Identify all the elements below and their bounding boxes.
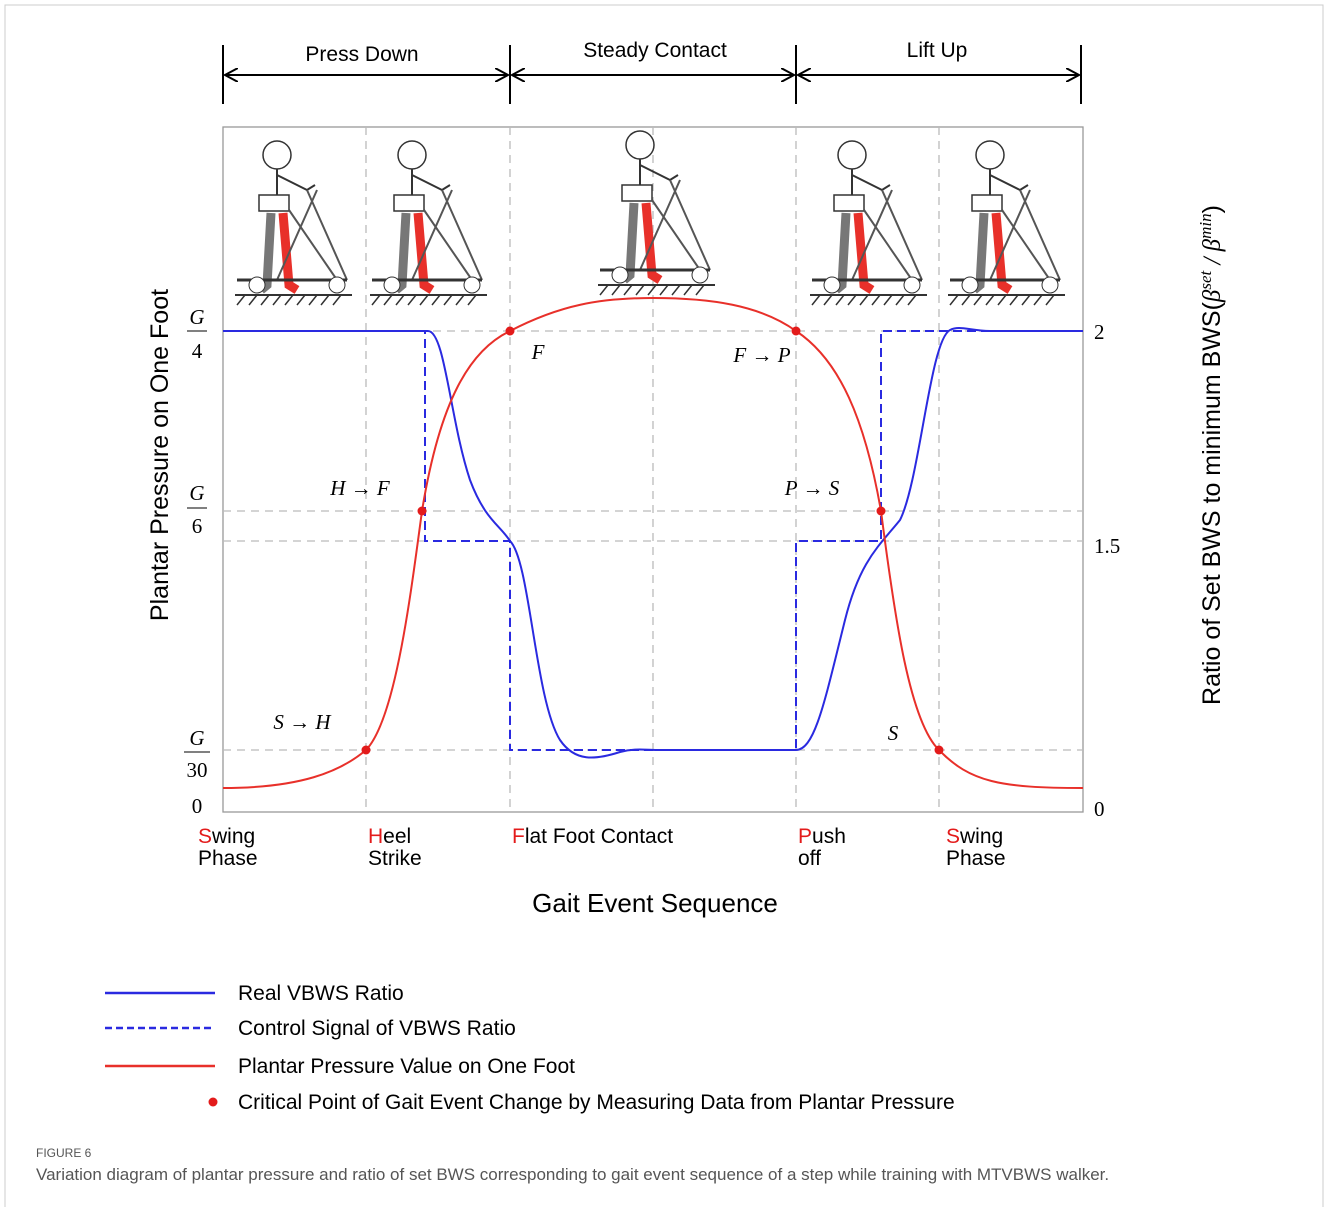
walker-figure (948, 141, 1065, 305)
graphic (505, 326, 515, 336)
event-initial: P (798, 825, 812, 848)
graphic (417, 506, 427, 516)
left-axis-title: Plantar Pressure on One Foot (146, 289, 174, 621)
event-rest: wing (211, 825, 255, 848)
caption-label: FIGURE 6 (36, 1146, 92, 1160)
frame (4, 4, 1324, 1207)
title-end: ) (1198, 205, 1226, 213)
event-label: Swing (198, 825, 255, 848)
annotation: F → P (732, 343, 790, 367)
title-text: Ratio of Set BWS to minimum BWS( (1198, 301, 1226, 705)
event-label-line2: Strike (368, 847, 422, 870)
critical-points (361, 326, 944, 755)
legend-label: Critical Point of Gait Event Change by M… (238, 1091, 955, 1114)
real-ratio-curve (223, 327, 1083, 759)
annotation: S (888, 721, 899, 745)
event-initial: H (368, 825, 383, 848)
phase-label: Steady Contact (583, 39, 727, 62)
annotation: H → F (329, 476, 390, 500)
pressure-curve (222, 296, 1084, 789)
graphic (876, 506, 886, 516)
right-tick-label: 2 (1094, 320, 1105, 344)
graphic (791, 326, 801, 336)
annotation: S → H (273, 710, 332, 734)
event-initial: S (946, 825, 960, 848)
walker-figures (235, 131, 1065, 305)
sup: min (1196, 213, 1215, 239)
legend-label: Plantar Pressure Value on One Foot (238, 1055, 575, 1078)
event-label: Heel (368, 825, 411, 848)
phase-bar (222, 45, 1082, 104)
event-label-line2: Phase (198, 847, 258, 870)
annotation: F (531, 340, 545, 364)
tick-numerator: G (189, 305, 204, 329)
right-tick-label: 0 (1094, 797, 1105, 821)
x-axis-title: Gait Event Sequence (532, 888, 778, 918)
tick-numerator: G (189, 481, 204, 505)
right-tick-label: 1.5 (1094, 534, 1120, 558)
walker-figure (598, 131, 715, 295)
walker-figure (235, 141, 352, 305)
event-label-line2: off (798, 847, 821, 870)
event-label: Swing (946, 825, 1003, 848)
sup: set (1196, 269, 1215, 289)
legend-label: Real VBWS Ratio (238, 982, 404, 1005)
event-label: Flat Foot Contact (512, 825, 673, 848)
event-label-line2: Phase (946, 847, 1006, 870)
tick-denominator: 4 (192, 339, 203, 363)
event-rest: eel (383, 825, 411, 848)
right-axis-title: Ratio of Set BWS to minimum BWS(βset / β… (1196, 205, 1227, 705)
tick-denominator: 30 (187, 758, 208, 782)
graphic (365, 127, 940, 812)
graphic (934, 745, 944, 755)
tick-numerator: G (189, 726, 204, 750)
walker-figure (370, 141, 487, 305)
event-label: Push (798, 825, 846, 848)
beta: β (1199, 238, 1226, 252)
left-ticks: G 4 G 6 G 30 0 (184, 305, 210, 818)
tick-denominator: 6 (192, 514, 203, 538)
event-initial: S (198, 825, 212, 848)
graphic (361, 745, 371, 755)
event-initial: F (512, 825, 525, 848)
event-rest: wing (959, 825, 1003, 848)
caption-text: Variation diagram of plantar pressure an… (36, 1165, 1109, 1184)
event-rest: ush (812, 825, 846, 848)
beta: β (1199, 289, 1226, 303)
event-rest: lat Foot Contact (525, 825, 673, 848)
legend-swatch (208, 1097, 218, 1107)
grid (223, 127, 1083, 812)
phase-label: Press Down (305, 43, 418, 66)
legend-label: Control Signal of VBWS Ratio (238, 1017, 516, 1040)
slash: / (1199, 251, 1226, 270)
phase-label: Lift Up (907, 39, 968, 62)
walker-figure (810, 141, 927, 305)
tick-label: 0 (192, 794, 203, 818)
annotation: P → S (784, 476, 840, 500)
